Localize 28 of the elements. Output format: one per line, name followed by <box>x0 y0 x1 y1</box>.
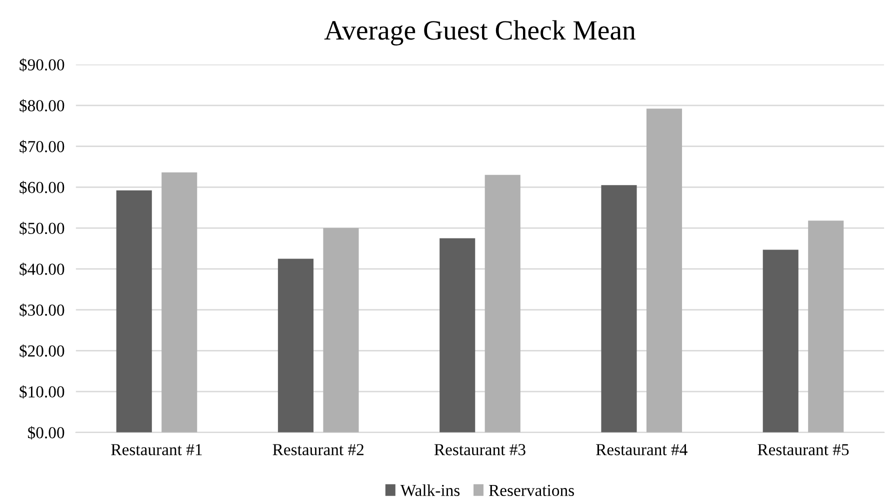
y-tick-label: $50.00 <box>20 222 64 236</box>
bar <box>116 190 152 432</box>
y-tick-label: $30.00 <box>20 304 64 317</box>
bar <box>484 174 520 432</box>
y-tick-label: $80.00 <box>20 99 64 112</box>
y-tick-label: $10.00 <box>20 385 64 399</box>
y-tick-label: $20.00 <box>20 344 64 358</box>
x-tick-label: Restaurant #3 <box>434 444 526 456</box>
x-tick-label: Restaurant #1 <box>111 444 202 456</box>
bar <box>601 185 637 432</box>
bar <box>762 250 798 432</box>
chart-title: Average Guest Check Mean <box>324 20 636 46</box>
x-tick-label: Restaurant #5 <box>758 444 849 456</box>
y-tick-label: $60.00 <box>20 180 64 194</box>
bar <box>646 108 682 432</box>
y-tick-label: $0.00 <box>28 426 64 440</box>
bar <box>278 258 314 432</box>
x-tick-label: Restaurant #4 <box>596 444 688 456</box>
y-tick-label: $90.00 <box>20 58 64 72</box>
legend-label: Reservations <box>488 484 574 496</box>
bar <box>808 220 844 432</box>
y-tick-label: $70.00 <box>20 140 64 154</box>
x-tick-label: Restaurant #2 <box>272 444 364 456</box>
legend-label: Walk-ins <box>400 484 460 496</box>
bar <box>323 228 359 432</box>
bar <box>440 238 476 432</box>
bar <box>162 172 198 432</box>
y-tick-label: $40.00 <box>20 262 64 276</box>
